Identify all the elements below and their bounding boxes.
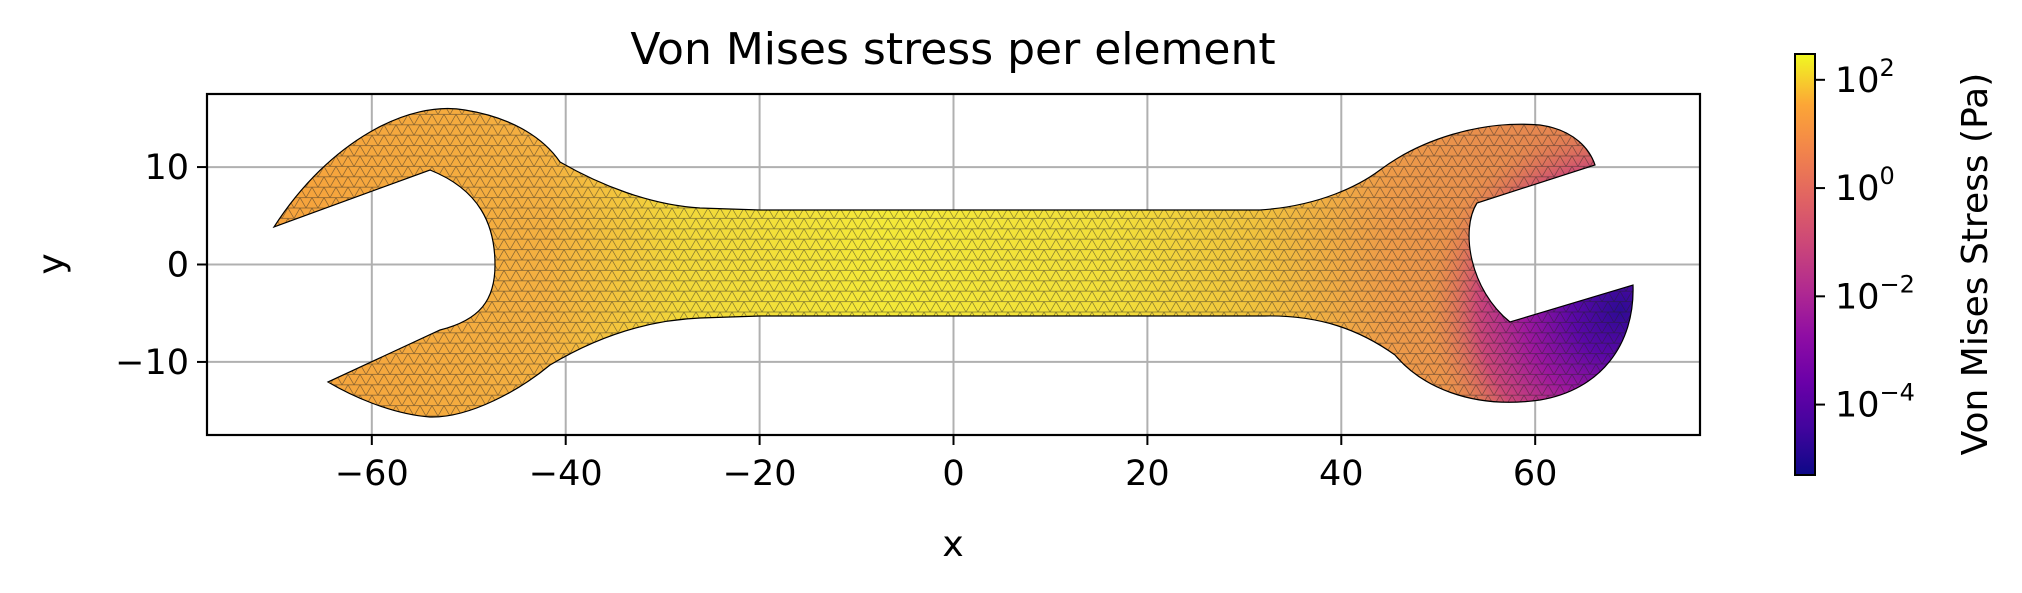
chart-title: Von Mises stress per element xyxy=(630,24,1275,75)
colorbar-tick-label: 10−2 xyxy=(1835,270,1915,317)
x-tick-label: 20 xyxy=(1125,454,1170,494)
y-tick-label: 0 xyxy=(167,246,189,286)
x-tick-label: −20 xyxy=(723,454,797,494)
y-tick-label: 10 xyxy=(144,148,189,188)
y-axis-ticks: 10 0 −10 xyxy=(115,148,207,383)
colorbar: 102 100 10−2 10−4 Von Mises Stress (Pa) xyxy=(1794,53,1996,476)
colorbar-tick-label: 100 xyxy=(1835,162,1895,209)
y-tick-label: −10 xyxy=(115,343,189,383)
colorbar-ticks: 102 100 10−2 10−4 xyxy=(1815,54,1915,426)
x-axis-label: x xyxy=(942,524,963,565)
x-tick-label: 60 xyxy=(1513,454,1558,494)
colorbar-label: Von Mises Stress (Pa) xyxy=(1955,73,1996,456)
colorbar-tick-label: 102 xyxy=(1835,54,1895,101)
colorbar-tick-label: 10−4 xyxy=(1835,379,1915,426)
x-tick-label: −40 xyxy=(529,454,603,494)
colorbar-gradient xyxy=(1794,53,1816,476)
x-axis-ticks: −60 −40 −20 0 20 40 60 xyxy=(335,435,1558,494)
x-tick-label: 0 xyxy=(942,454,964,494)
x-tick-label: 40 xyxy=(1319,454,1364,494)
y-axis-label: y xyxy=(31,253,72,274)
x-tick-label: −60 xyxy=(335,454,409,494)
